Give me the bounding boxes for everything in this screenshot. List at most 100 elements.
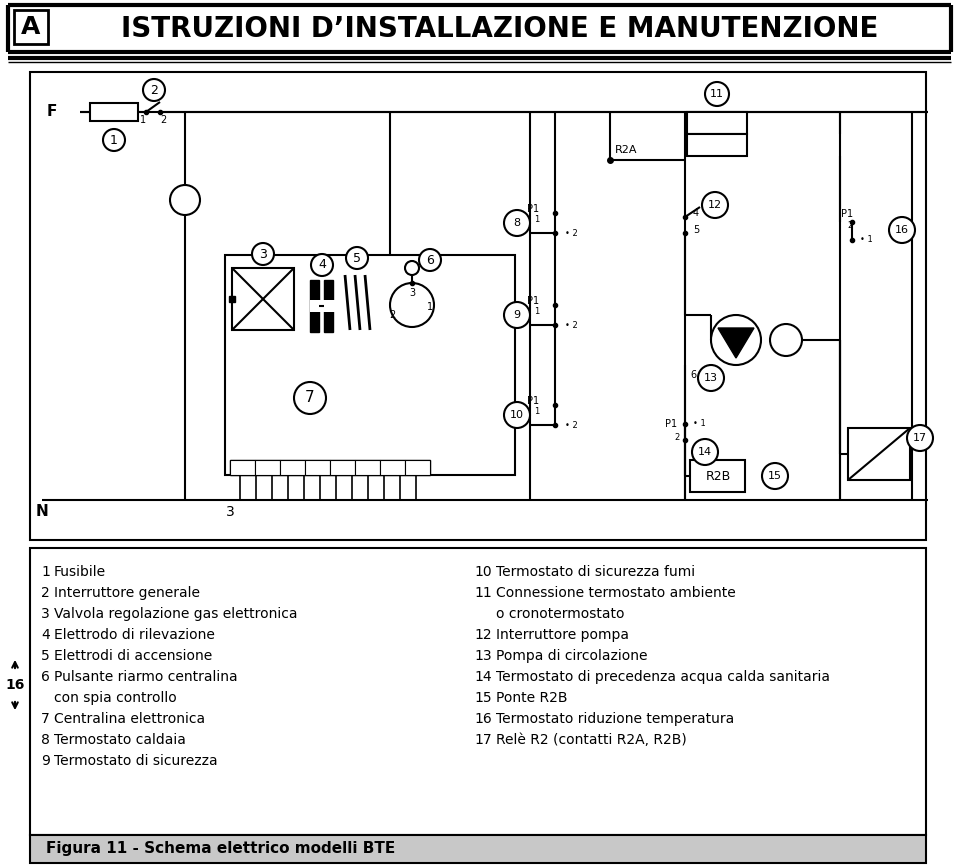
Text: Elettrodi di accensione: Elettrodi di accensione: [54, 649, 212, 663]
Text: A: A: [21, 15, 40, 39]
Text: • 2: • 2: [565, 420, 577, 429]
Text: 6: 6: [690, 370, 696, 380]
Text: 4: 4: [41, 628, 50, 642]
Text: 3: 3: [259, 247, 267, 260]
Bar: [230, 460, 430, 475]
Text: Relè R2 (contatti R2A, R2B): Relè R2 (contatti R2A, R2B): [496, 733, 687, 747]
Text: 7: 7: [41, 712, 50, 726]
Text: 1: 1: [534, 407, 540, 415]
Bar: [30, 72, 926, 540]
Text: Centralina elettronica: Centralina elettronica: [54, 712, 205, 726]
Text: Termostato di sicurezza: Termostato di sicurezza: [54, 754, 218, 768]
Text: 15: 15: [768, 471, 782, 481]
Text: 14: 14: [475, 670, 492, 684]
Text: 7: 7: [305, 390, 315, 406]
Text: Termostato caldaia: Termostato caldaia: [54, 733, 186, 747]
Bar: [255, 460, 280, 475]
Circle shape: [889, 217, 915, 243]
Circle shape: [692, 439, 718, 465]
Text: Ponte R2B: Ponte R2B: [496, 691, 568, 705]
Circle shape: [103, 129, 125, 151]
Text: 1: 1: [140, 115, 146, 125]
Text: 1: 1: [534, 307, 540, 316]
Text: 2: 2: [389, 310, 395, 320]
Text: 16: 16: [6, 678, 25, 692]
Text: 16: 16: [475, 712, 492, 726]
Text: Termostato di precedenza acqua calda sanitaria: Termostato di precedenza acqua calda san…: [496, 670, 830, 684]
Text: 16: 16: [895, 225, 909, 235]
Text: 4: 4: [318, 258, 326, 271]
Text: 2: 2: [848, 221, 853, 231]
Bar: [230, 460, 255, 475]
Text: 13: 13: [704, 373, 718, 383]
Text: Interruttore generale: Interruttore generale: [54, 586, 200, 600]
Bar: [14, 10, 48, 44]
Text: • 2: • 2: [565, 321, 577, 329]
Text: 11: 11: [475, 586, 492, 600]
Text: 10: 10: [475, 565, 492, 579]
Text: P1: P1: [841, 209, 854, 219]
Circle shape: [170, 185, 200, 215]
Text: 5: 5: [41, 649, 50, 663]
Circle shape: [390, 283, 434, 327]
Text: 11: 11: [710, 89, 724, 99]
Text: F: F: [47, 105, 58, 120]
Bar: [687, 112, 747, 134]
Text: 9: 9: [513, 310, 521, 320]
Text: o cronotermostato: o cronotermostato: [496, 607, 624, 621]
Circle shape: [419, 249, 441, 271]
Text: 2: 2: [41, 586, 50, 600]
Text: Pulsante riarmo centralina: Pulsante riarmo centralina: [54, 670, 238, 684]
Text: 2: 2: [150, 83, 158, 96]
Text: 8: 8: [41, 733, 50, 747]
Circle shape: [504, 402, 530, 428]
Circle shape: [711, 315, 761, 365]
Text: 17: 17: [475, 733, 492, 747]
Text: 17: 17: [913, 433, 927, 443]
Text: con spia controllo: con spia controllo: [54, 691, 176, 705]
Text: R2A: R2A: [615, 145, 638, 155]
Text: 10: 10: [510, 410, 524, 420]
Text: 2: 2: [675, 434, 680, 442]
Circle shape: [294, 382, 326, 414]
Circle shape: [143, 79, 165, 101]
Text: 6: 6: [41, 670, 50, 684]
Text: Figura 11 - Schema elettrico modelli BTE: Figura 11 - Schema elettrico modelli BTE: [46, 842, 395, 857]
Text: Elettrodo di rilevazione: Elettrodo di rilevazione: [54, 628, 215, 642]
Text: 5: 5: [353, 251, 361, 264]
Text: Connessione termostato ambiente: Connessione termostato ambiente: [496, 586, 736, 600]
Text: 8: 8: [513, 218, 521, 228]
Bar: [330, 460, 355, 475]
Bar: [324, 280, 333, 332]
Circle shape: [504, 302, 530, 328]
Text: 4: 4: [693, 208, 699, 218]
Circle shape: [770, 324, 802, 356]
Text: P1: P1: [526, 204, 539, 214]
Text: 12: 12: [475, 628, 492, 642]
Bar: [355, 460, 380, 475]
Bar: [225, 255, 515, 475]
Bar: [380, 460, 405, 475]
Bar: [687, 134, 747, 156]
Text: 15: 15: [475, 691, 492, 705]
Bar: [310, 280, 319, 332]
Text: P1: P1: [526, 396, 539, 406]
Text: Pompa di circolazione: Pompa di circolazione: [496, 649, 647, 663]
Text: • 1: • 1: [693, 420, 706, 428]
Text: 6: 6: [426, 253, 433, 266]
Text: 2: 2: [160, 115, 166, 125]
Text: • 2: • 2: [565, 229, 577, 238]
Bar: [280, 460, 305, 475]
Text: 3: 3: [41, 607, 50, 621]
Bar: [848, 428, 910, 480]
Bar: [30, 548, 926, 835]
Circle shape: [405, 261, 419, 275]
Text: 9: 9: [41, 754, 50, 768]
Bar: [405, 460, 430, 475]
Text: Interruttore pompa: Interruttore pompa: [496, 628, 629, 642]
Text: 1: 1: [110, 134, 118, 147]
Text: 5: 5: [693, 225, 699, 235]
Text: R2B: R2B: [706, 470, 731, 483]
Bar: [90, 103, 138, 121]
Circle shape: [504, 210, 530, 236]
